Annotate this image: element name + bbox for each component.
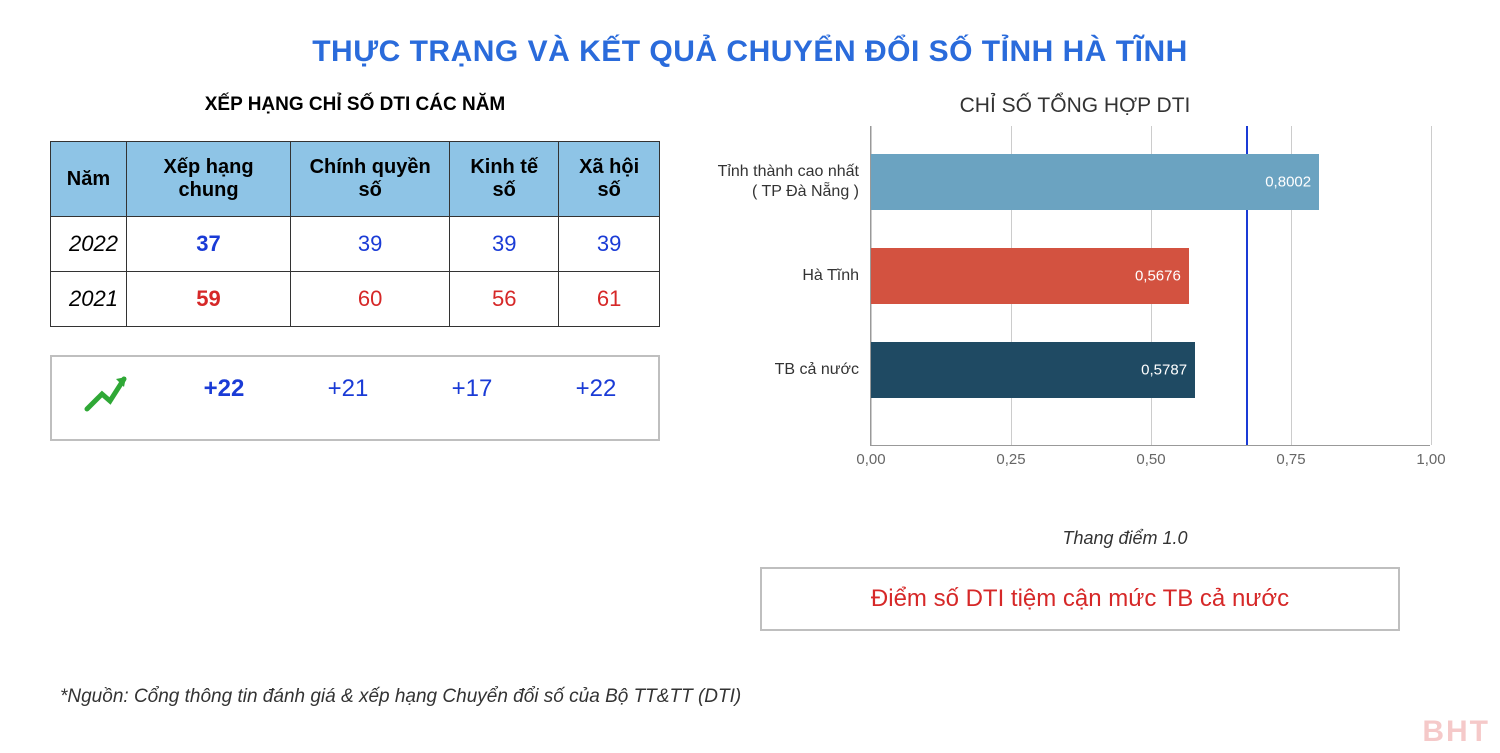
page-title: THỰC TRẠNG VÀ KẾT QUẢ CHUYỂN ĐỔI SỐ TỈNH… <box>0 0 1500 69</box>
delta-value: +21 <box>286 357 410 439</box>
gridline <box>1431 126 1432 445</box>
bar-value-label: 0,8002 <box>1265 174 1311 191</box>
cell-value: 39 <box>559 217 660 272</box>
col-overall: Xếp hạng chung <box>126 142 290 217</box>
bar-value-label: 0,5676 <box>1135 268 1181 285</box>
left-column: XẾP HẠNG CHỈ SỐ DTI CÁC NĂM Năm Xếp hạng… <box>50 94 690 631</box>
delta-value: +22 <box>162 357 286 439</box>
bar-category-label: TB cả nước <box>699 360 859 380</box>
x-tick-label: 0,25 <box>996 451 1025 468</box>
chart-heading: CHỈ SỐ TỔNG HỢP DTI <box>700 94 1450 118</box>
cell-value: 37 <box>126 217 290 272</box>
watermark: BHT <box>1422 715 1490 749</box>
bar-category-label: Tỉnh thành cao nhất( TP Đà Nẵng ) <box>699 162 859 202</box>
chart-plot: 0,000,250,500,751,000,8002Tỉnh thành cao… <box>870 126 1430 446</box>
delta-value: +22 <box>534 357 658 439</box>
cell-year: 2022 <box>51 217 127 272</box>
col-gov: Chính quyền số <box>291 142 450 217</box>
cell-value: 39 <box>291 217 450 272</box>
cell-value: 60 <box>291 272 450 327</box>
table-header-row: Năm Xếp hạng chung Chính quyền số Kinh t… <box>51 142 660 217</box>
x-tick-label: 1,00 <box>1416 451 1445 468</box>
chart-bar: 0,5787TB cả nước <box>871 342 1195 398</box>
ranking-table: Năm Xếp hạng chung Chính quyền số Kinh t… <box>50 141 660 327</box>
bar-value-label: 0,5787 <box>1141 362 1187 379</box>
cell-value: 59 <box>126 272 290 327</box>
content-row: XẾP HẠNG CHỈ SỐ DTI CÁC NĂM Năm Xếp hạng… <box>0 69 1500 631</box>
col-year: Năm <box>51 142 127 217</box>
bar-category-label: Hà Tĩnh <box>699 266 859 286</box>
col-econ: Kinh tế số <box>450 142 559 217</box>
x-axis-title: Thang điểm 1.0 <box>800 528 1450 549</box>
right-column: CHỈ SỐ TỔNG HỢP DTI 0,000,250,500,751,00… <box>690 94 1450 631</box>
cell-value: 61 <box>559 272 660 327</box>
table-row: 2021 59 60 56 61 <box>51 272 660 327</box>
cell-year: 2021 <box>51 272 127 327</box>
col-society: Xã hội số <box>559 142 660 217</box>
table-row: 2022 37 39 39 39 <box>51 217 660 272</box>
note-box: Điểm số DTI tiệm cận mức TB cả nước <box>760 567 1400 631</box>
cell-value: 39 <box>450 217 559 272</box>
x-tick-label: 0,75 <box>1276 451 1305 468</box>
x-tick-label: 0,00 <box>856 451 885 468</box>
trend-up-icon <box>52 357 162 439</box>
x-tick-label: 0,50 <box>1136 451 1165 468</box>
delta-row: +22 +21 +17 +22 <box>52 357 658 439</box>
cell-value: 56 <box>450 272 559 327</box>
source-text: *Nguồn: Cổng thông tin đánh giá & xếp hạ… <box>60 686 741 708</box>
chart-bar: 0,8002Tỉnh thành cao nhất( TP Đà Nẵng ) <box>871 154 1319 210</box>
bar-chart: 0,000,250,500,751,000,8002Tỉnh thành cao… <box>700 126 1450 496</box>
table-heading: XẾP HẠNG CHỈ SỐ DTI CÁC NĂM <box>50 94 660 116</box>
chart-bar: 0,5676Hà Tĩnh <box>871 248 1189 304</box>
delta-value: +17 <box>410 357 534 439</box>
delta-box: +22 +21 +17 +22 <box>50 355 660 441</box>
